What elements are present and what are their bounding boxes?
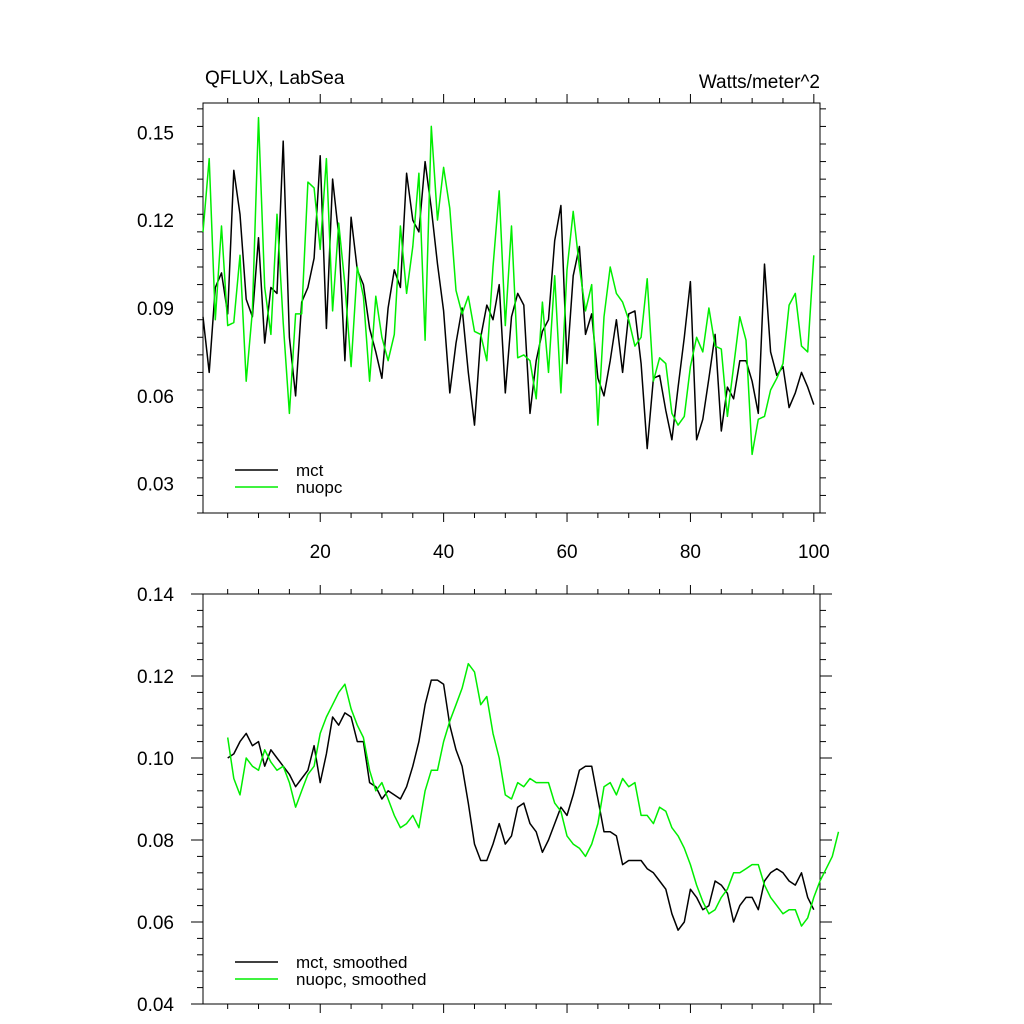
y-tick-label: 0.12 — [137, 211, 174, 232]
legend-label: mct — [296, 461, 324, 480]
units-label: Watts/meter^2 — [699, 72, 820, 93]
x-tick-label: 20 — [310, 542, 331, 563]
x-tick-label: 80 — [680, 542, 701, 563]
x-tick-label: 100 — [798, 542, 830, 563]
top-panel: QFLUX, LabSea Watts/meter^2 0.03 0.06 0.09… — [137, 68, 830, 563]
bottom-y-tick-labels: 0.04 0.06 0.08 0.10 0.12 0.14 — [137, 585, 174, 1016]
y-tick-label: 0.15 — [137, 123, 174, 144]
top-y-tick-labels: 0.03 0.06 0.09 0.12 0.15 — [137, 123, 174, 495]
top-ticks — [197, 94, 826, 522]
x-tick-label: 60 — [556, 542, 577, 563]
top-series — [202, 116, 815, 456]
series-line-mct-smoothed — [227, 679, 815, 931]
y-tick-label: 0.14 — [137, 585, 174, 606]
bottom-ticks — [191, 585, 832, 1013]
y-tick-label: 0.09 — [137, 299, 174, 320]
top-x-tick-labels: 20 40 60 80 100 — [310, 542, 830, 563]
y-tick-label: 0.04 — [137, 995, 174, 1016]
legend-label: nuopc — [296, 478, 343, 497]
y-tick-label: 0.03 — [137, 475, 174, 496]
bottom-plot-frame — [202, 593, 821, 1005]
x-tick-label: 40 — [433, 542, 454, 563]
y-tick-label: 0.06 — [137, 387, 174, 408]
legend-label: nuopc, smoothed — [296, 970, 426, 989]
bottom-panel: 0.04 0.06 0.08 0.10 0.12 0.14 mct, smoothednu… — [137, 585, 840, 1016]
legend-label: mct, smoothed — [296, 953, 408, 972]
series-line-mct — [202, 140, 815, 450]
bottom-series — [226, 662, 840, 931]
top-plot-frame — [202, 102, 821, 514]
series-line-nuopc-smoothed — [226, 662, 840, 927]
series-line-nuopc — [202, 116, 815, 456]
y-tick-label: 0.10 — [137, 749, 174, 770]
y-tick-label: 0.08 — [137, 831, 174, 852]
y-tick-label: 0.12 — [137, 667, 174, 688]
chart-title: QFLUX, LabSea — [205, 68, 345, 89]
y-tick-label: 0.06 — [137, 913, 174, 934]
